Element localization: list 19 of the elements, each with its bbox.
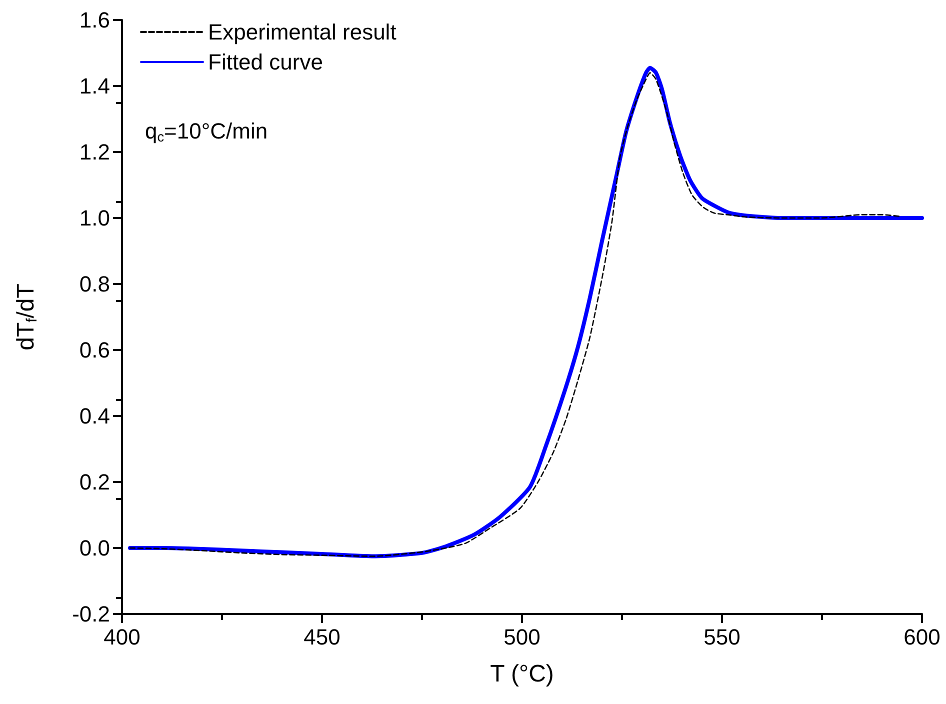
y-tick-label: 0.6 [79, 338, 110, 362]
y-tick-label: 0.4 [79, 404, 110, 428]
y-tick-label: 0.8 [79, 272, 110, 296]
legend-label: Experimental result [208, 20, 396, 44]
y-tick-label: 0.0 [79, 536, 110, 560]
y-tick-label: -0.2 [72, 602, 110, 626]
x-tick-label: 600 [904, 624, 940, 650]
y-tick-label: 0.2 [79, 470, 110, 494]
y-tick-label: 1.0 [79, 206, 110, 230]
y-tick-label: 1.6 [79, 8, 110, 32]
x-axis-title: T (°C) [490, 660, 554, 688]
legend-label: Fitted curve [208, 50, 323, 74]
y-tick-label: 1.2 [79, 140, 110, 164]
y-axis-title: dTf/dT [12, 283, 40, 350]
x-tick-label: 450 [304, 624, 340, 650]
x-tick-label: 500 [504, 624, 540, 650]
x-tick-label: 550 [704, 624, 740, 650]
x-tick-label: 400 [104, 624, 140, 650]
y-tick-label: 1.4 [79, 74, 110, 98]
